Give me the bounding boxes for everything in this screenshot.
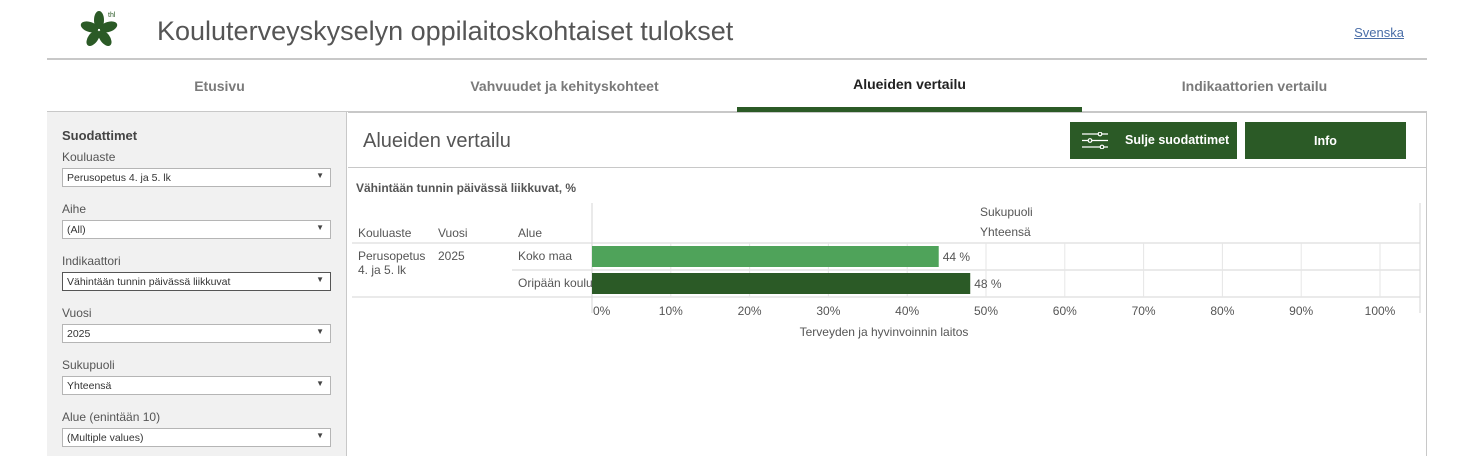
tick-label: 70% — [1132, 304, 1156, 318]
close-filters-button[interactable]: Sulje suodattimet — [1070, 122, 1237, 159]
caret-down-icon: ▼ — [316, 223, 324, 232]
tick-label: 0% — [593, 304, 611, 318]
tick-label: 50% — [974, 304, 998, 318]
page-title: Kouluterveyskyselyn oppilaitoskohtaiset … — [157, 16, 734, 46]
header: thl Kouluterveyskyselyn oppilaitoskohtai… — [47, 0, 1427, 60]
filter-label-kouluaste: Kouluaste — [62, 150, 116, 164]
data-label: 44 % — [943, 250, 971, 264]
tab-etusivu[interactable]: Etusivu — [194, 78, 245, 94]
caret-down-icon: ▼ — [316, 275, 324, 284]
close-filters-label: Sulje suodattimet — [1125, 133, 1230, 147]
main-panel: Alueiden vertailu Sulje suodattimet Info… — [348, 112, 1427, 456]
bar — [592, 273, 971, 294]
tick-label: 60% — [1053, 304, 1077, 318]
filter-select-sukupuoli[interactable]: Yhteensä ▼ — [62, 376, 331, 395]
filter-select-kouluaste[interactable]: Perusopetus 4. ja 5. lk ▼ — [62, 168, 331, 187]
sidebar-title: Suodattimet — [62, 128, 138, 143]
row-vuosi-value: 2025 — [438, 249, 465, 263]
filter-select-aihe[interactable]: (All) ▼ — [62, 220, 331, 239]
tab-alueiden-vertailu[interactable]: Alueiden vertailu — [737, 62, 1082, 112]
filter-value: (Multiple values) — [67, 432, 144, 444]
filter-label-aihe: Aihe — [62, 202, 87, 216]
filter-label-vuosi: Vuosi — [62, 306, 92, 320]
group-header: Sukupuoli — [980, 205, 1033, 219]
column-header-alue: Alue — [518, 226, 542, 240]
filter-value: Vähintään tunnin päivässä liikkuvat — [67, 276, 231, 288]
main-title: Alueiden vertailu — [363, 130, 511, 152]
filter-select-indikaattori[interactable]: Vähintään tunnin päivässä liikkuvat ▼ — [62, 272, 331, 291]
filter-value: Yhteensä — [67, 380, 112, 392]
column-header-kouluaste: Kouluaste — [358, 226, 412, 240]
filter-value: 2025 — [67, 328, 91, 340]
info-button[interactable]: Info — [1245, 122, 1406, 159]
divider — [348, 167, 1426, 168]
filter-label-indikaattori: Indikaattori — [62, 254, 121, 268]
tick-label: 90% — [1289, 304, 1313, 318]
tick-label: 10% — [659, 304, 683, 318]
filter-select-alue[interactable]: (Multiple values) ▼ — [62, 428, 331, 447]
filter-value: Perusopetus 4. ja 5. lk — [67, 172, 171, 184]
bar-chart: Sukupuoli Yhteensä Kouluaste Vuosi Alue … — [352, 203, 1421, 339]
bar — [592, 246, 939, 267]
tick-label: 40% — [895, 304, 919, 318]
language-link[interactable]: Svenska — [1354, 25, 1404, 40]
tab-bar: Etusivu Vahvuudet ja kehityskohteet Alue… — [47, 62, 1427, 112]
tab-vahvuudet[interactable]: Vahvuudet ja kehityskohteet — [470, 78, 659, 94]
chart-title: Vähintään tunnin päivässä liikkuvat, % — [356, 181, 577, 195]
tick-label: 80% — [1210, 304, 1234, 318]
tick-label: 30% — [816, 304, 840, 318]
tab-indikaattorien-vertailu[interactable]: Indikaattorien vertailu — [1181, 78, 1328, 94]
logo-text: thl — [108, 12, 116, 19]
category-label: Koko maa — [518, 249, 572, 263]
caret-down-icon: ▼ — [316, 327, 324, 336]
data-label: 48 % — [974, 277, 1002, 291]
filter-label-sukupuoli: Sukupuoli — [62, 358, 115, 372]
row-kouluaste-value: Perusopetus 4. ja 5. lk — [358, 249, 425, 277]
sliders-icon — [1082, 132, 1108, 149]
filter-value: (All) — [67, 224, 86, 236]
thl-logo-icon[interactable]: thl — [77, 8, 121, 52]
caret-down-icon: ▼ — [316, 379, 324, 388]
column-header-vuosi: Vuosi — [438, 226, 468, 240]
filter-select-vuosi[interactable]: 2025 ▼ — [62, 324, 331, 343]
filters-sidebar: Suodattimet Kouluaste Perusopetus 4. ja … — [47, 112, 347, 456]
chart-source: Terveyden ja hyvinvoinnin laitos — [800, 325, 969, 339]
tick-label: 100% — [1365, 304, 1396, 318]
caret-down-icon: ▼ — [316, 431, 324, 440]
filter-label-alue: Alue (enintään 10) — [62, 410, 161, 424]
tick-label: 20% — [738, 304, 762, 318]
caret-down-icon: ▼ — [316, 171, 324, 180]
group-value: Yhteensä — [980, 225, 1031, 239]
category-label: Oripään koulu — [518, 276, 593, 290]
